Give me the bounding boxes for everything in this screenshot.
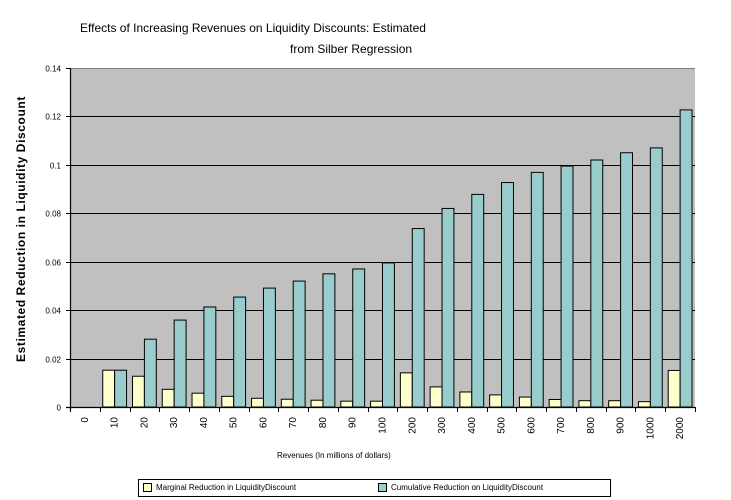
- x-tick-label: 50: [229, 417, 240, 429]
- x-tick-label: 800: [586, 417, 597, 434]
- y-tick-label: 0.08: [45, 210, 61, 219]
- bar-cumulative: [233, 296, 247, 408]
- bar-marginal: [132, 375, 145, 408]
- axes: [66, 68, 696, 412]
- x-tick-label: 500: [497, 417, 508, 434]
- x-tick-label: 30: [169, 417, 180, 429]
- x-tick-labels: 0 10 20 30 40 50 60 70 80 90 100 200 300 400 500 600 700…: [80, 417, 686, 440]
- bar-cumulative: [471, 193, 485, 408]
- x-axis-label: Revenues (In millions of dollars): [277, 451, 391, 460]
- bar-cumulative: [620, 152, 633, 408]
- bar-cumulative: [441, 207, 455, 408]
- bar-cumulative: [590, 159, 604, 408]
- bar-marginal: [161, 388, 175, 408]
- bar-marginal: [191, 392, 205, 408]
- x-tick-label: 20: [139, 417, 150, 429]
- bar-cumulative: [322, 273, 336, 408]
- bar-chart: 0 0.02 0.04 0.06 0.08 0.1 0.12 0.14 0 10 20 30 40 50…: [45, 65, 696, 440]
- legend-swatch-marginal: [143, 483, 152, 492]
- y-tick-label: 0.06: [45, 259, 61, 268]
- bar-cumulative: [114, 369, 128, 408]
- x-tick-label: 0: [80, 417, 91, 423]
- x-tick-label: 900: [616, 417, 627, 434]
- bar-marginal: [221, 395, 235, 408]
- bar-marginal: [548, 398, 562, 408]
- bar-marginal: [340, 400, 354, 408]
- bar-cumulative: [173, 319, 187, 408]
- bar-marginal: [429, 386, 443, 408]
- bar-marginal: [370, 400, 384, 408]
- bar-marginal: [518, 396, 532, 408]
- x-tick-label: 90: [348, 417, 359, 429]
- y-tick-label: 0.02: [45, 356, 61, 365]
- x-tick-label: 700: [556, 417, 567, 434]
- bar-cumulative: [411, 228, 425, 408]
- bar-marginal: [102, 369, 116, 408]
- chart-title: Effects of Increasing Revenues on Liquid…: [80, 21, 426, 35]
- x-tick-label: 40: [199, 417, 210, 429]
- bar-cumulative: [530, 171, 544, 408]
- x-tick-label: 70: [288, 417, 299, 429]
- legend-item-cumulative: Cumulative Reduction on LiquidityDiscoun…: [378, 483, 543, 492]
- y-tick-labels: 0 0.02 0.04 0.06 0.08 0.1 0.12 0.14: [45, 65, 61, 413]
- x-tick-label: 10: [110, 417, 121, 429]
- bar-marginal: [667, 369, 681, 408]
- bar-cumulative: [262, 287, 276, 408]
- x-tick-label: 300: [437, 417, 448, 434]
- bar-marginal: [489, 394, 503, 408]
- bar-marginal: [637, 401, 651, 408]
- bar-marginal: [459, 391, 473, 408]
- bar-marginal: [251, 397, 264, 408]
- bars: [102, 109, 693, 408]
- bar-cumulative: [352, 268, 366, 408]
- legend-label-marginal: Marginal Reduction in LiquidityDiscount: [156, 483, 297, 492]
- bar-marginal: [310, 399, 324, 408]
- legend-swatch-cumulative: [378, 483, 387, 492]
- x-tick-label: 60: [258, 417, 269, 429]
- y-axis-label: Estimated Reduction in Liquidity Discoun…: [14, 96, 28, 362]
- legend-label-cumulative: Cumulative Reduction on LiquidityDiscoun…: [391, 483, 544, 492]
- y-tick-label: 0.12: [45, 113, 61, 122]
- bar-cumulative: [501, 182, 514, 408]
- x-tick-label: 80: [318, 417, 329, 429]
- bar-cumulative: [292, 280, 306, 408]
- chart-subtitle: from Silber Regression: [290, 42, 413, 56]
- x-tick-label: 200: [407, 417, 418, 434]
- x-tick-label: 2000: [675, 417, 686, 440]
- bar-cumulative: [203, 306, 217, 408]
- y-tick-label: 0.04: [45, 307, 61, 316]
- bar-marginal: [578, 400, 592, 408]
- legend-item-marginal: Marginal Reduction in LiquidityDiscount: [143, 483, 296, 492]
- x-tick-label: 1000: [645, 417, 656, 440]
- y-tick-label: 0: [57, 404, 62, 413]
- x-tick-label: 100: [378, 417, 389, 434]
- y-tick-label: 0.1: [50, 162, 62, 171]
- y-tick-label: 0.14: [45, 65, 61, 74]
- x-tick-label: 600: [526, 417, 537, 434]
- bar-marginal: [608, 400, 622, 408]
- x-tick-label: 400: [467, 417, 478, 434]
- legend: Marginal Reduction in LiquidityDiscount …: [138, 479, 611, 497]
- bar-cumulative: [143, 338, 157, 408]
- bar-cumulative: [649, 147, 663, 408]
- bar-marginal: [399, 372, 413, 408]
- bar-cumulative: [679, 109, 693, 408]
- bar-cumulative: [560, 165, 574, 408]
- bar-marginal: [280, 398, 294, 408]
- bar-cumulative: [382, 262, 395, 408]
